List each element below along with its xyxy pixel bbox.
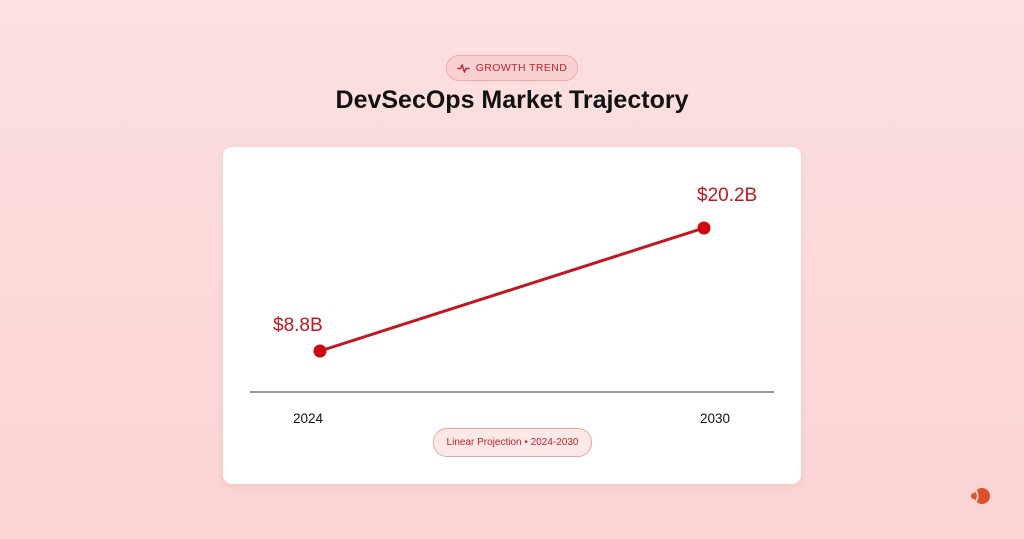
activity-pulse-icon bbox=[456, 63, 470, 73]
value-label-2024: $8.8B bbox=[273, 315, 323, 336]
growth-trend-badge: GROWTH TREND bbox=[446, 55, 578, 81]
badge-label: GROWTH TREND bbox=[475, 62, 568, 74]
trend-line bbox=[319, 226, 705, 353]
data-point-2024 bbox=[313, 344, 327, 358]
projection-note: Linear Projection • 2024-2030 bbox=[433, 428, 592, 457]
x-tick-2024: 2024 bbox=[293, 411, 324, 426]
value-label-2030: $20.2B bbox=[697, 185, 758, 206]
chart-card: $8.8B $20.2B 2024 2030 Linear Projection… bbox=[223, 147, 801, 484]
data-point-2030 bbox=[697, 221, 711, 235]
brand-logo-icon bbox=[971, 488, 990, 504]
line-chart bbox=[250, 221, 774, 393]
page-title: DevSecOps Market Trajectory bbox=[335, 86, 689, 114]
x-tick-2030: 2030 bbox=[700, 411, 731, 426]
